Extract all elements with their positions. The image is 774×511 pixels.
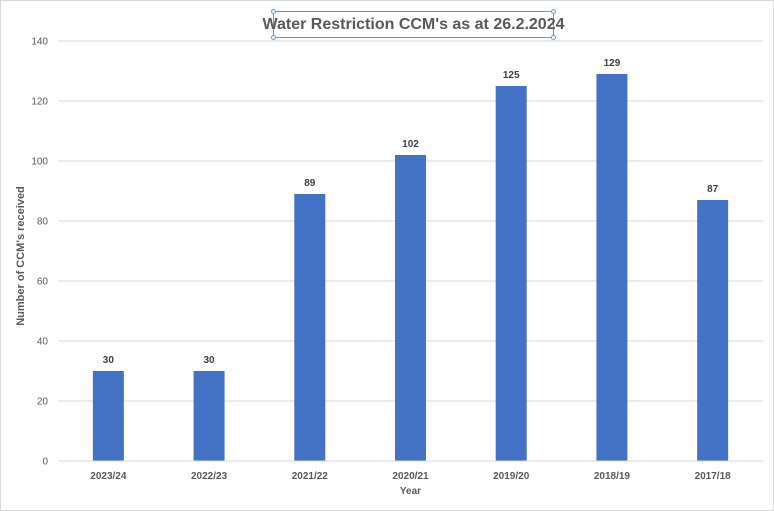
data-label: 129: [604, 58, 621, 69]
data-label: 102: [402, 139, 419, 150]
y-axis-title: Number of CCM's received: [15, 186, 27, 326]
bar[interactable]: [294, 194, 326, 461]
y-tick-label: 40: [37, 337, 49, 348]
y-tick-label: 20: [37, 397, 49, 408]
data-label: 89: [304, 178, 316, 189]
x-tick-label: 2023/24: [90, 471, 127, 482]
x-tick-label: 2019/20: [493, 471, 530, 482]
y-tick-label: 0: [42, 457, 48, 468]
x-tick-label: 2021/22: [292, 471, 329, 482]
resize-handle-bottom-right[interactable]: [551, 35, 556, 40]
x-tick-label: 2018/19: [594, 471, 631, 482]
y-tick-label: 60: [37, 277, 49, 288]
resize-handle-bottom-left[interactable]: [271, 35, 276, 40]
y-axis-ticks: 0 20 40 60 80 100 120 140: [31, 37, 48, 468]
x-axis-labels: 2023/24 2022/23 2021/22 2020/21 2019/20 2018/…: [90, 471, 731, 482]
bar[interactable]: [193, 371, 225, 461]
chart-title-box[interactable]: Water Restriction CCM's as at 26.2.2024: [263, 9, 565, 40]
data-label: 30: [204, 355, 216, 366]
bar[interactable]: [495, 86, 527, 461]
y-tick-label: 100: [31, 157, 48, 168]
x-tick-label: 2017/18: [695, 471, 732, 482]
y-tick-label: 80: [37, 217, 49, 228]
data-label: 30: [103, 355, 115, 366]
bars: 30 30 89 102 125 129 87: [92, 58, 729, 461]
resize-handle-top-left[interactable]: [271, 9, 276, 14]
data-label: 125: [503, 70, 520, 81]
bar[interactable]: [395, 155, 426, 461]
y-tick-label: 140: [31, 37, 48, 48]
x-tick-label: 2020/21: [392, 471, 429, 482]
resize-handle-top-right[interactable]: [551, 9, 556, 14]
y-tick-label: 120: [31, 97, 48, 108]
chart-title: Water Restriction CCM's as at 26.2.2024: [262, 15, 565, 33]
x-axis-title: Year: [400, 486, 421, 497]
bar[interactable]: [92, 371, 124, 461]
bar[interactable]: [697, 200, 729, 461]
x-tick-label: 2022/23: [191, 471, 228, 482]
bar[interactable]: [596, 74, 628, 461]
data-label: 87: [707, 184, 719, 195]
